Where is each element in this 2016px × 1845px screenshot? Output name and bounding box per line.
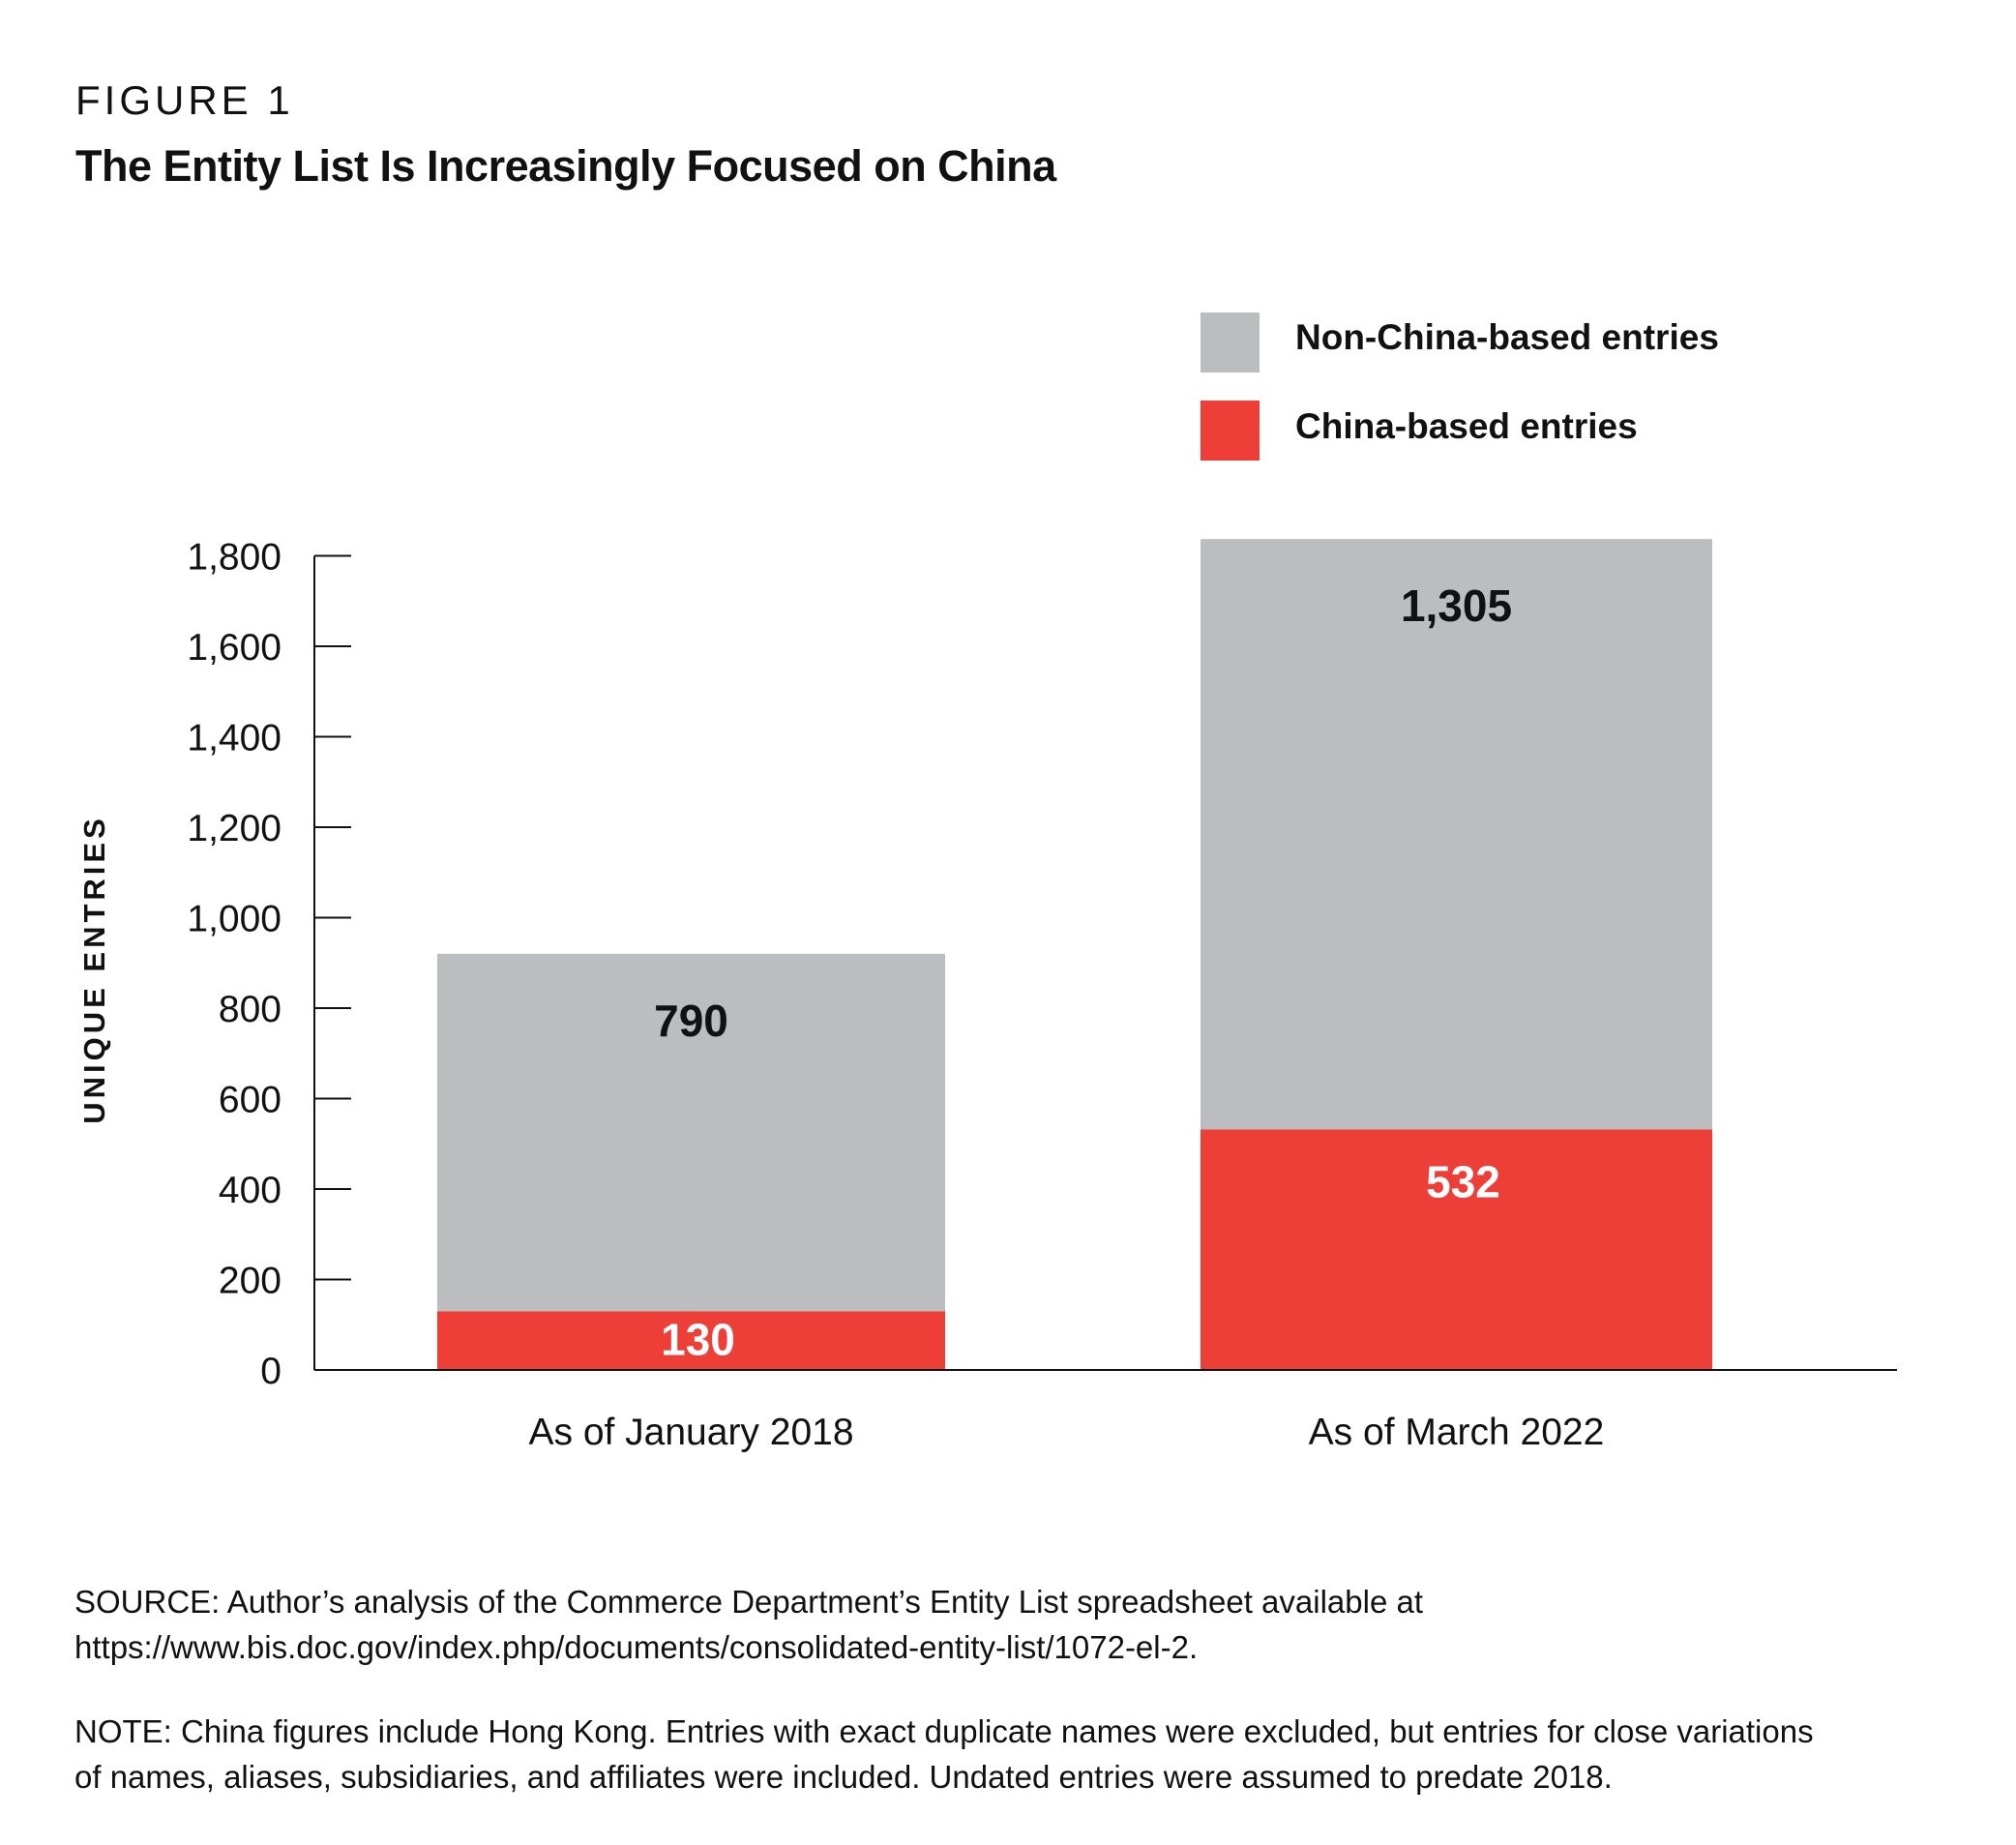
y-tick-label: 600 xyxy=(219,1080,282,1121)
y-tick-label: 800 xyxy=(219,989,282,1030)
y-tick-label: 200 xyxy=(219,1261,282,1302)
note-line-1: NOTE: China figures include Hong Kong. E… xyxy=(74,1713,1814,1749)
y-tick-label: 1,600 xyxy=(187,627,282,669)
bar-china xyxy=(437,1311,945,1370)
legend-swatch-non-china xyxy=(1201,312,1260,372)
legend-label-china: China-based entries xyxy=(1295,406,1638,446)
data-label: 790 xyxy=(654,996,728,1046)
figure-label: FIGURE 1 xyxy=(75,77,294,123)
source-line-2: https://www.bis.doc.gov/index.php/docume… xyxy=(74,1629,1199,1665)
y-tick-label: 1,400 xyxy=(187,718,282,759)
x-tick-label: As of March 2022 xyxy=(1309,1412,1605,1453)
note-line-2: of names, aliases, subsidiaries, and aff… xyxy=(74,1759,1613,1795)
y-tick-label: 1,200 xyxy=(187,808,282,849)
chart-title: The Entity List Is Increasingly Focused … xyxy=(75,141,1056,191)
data-label: 532 xyxy=(1426,1156,1500,1206)
legend-label-non-china: Non-China-based entries xyxy=(1295,317,1719,357)
y-axis-label: UNIQUE ENTRIES xyxy=(77,815,111,1124)
data-label: 1,305 xyxy=(1401,580,1512,631)
y-tick-label: 0 xyxy=(260,1351,282,1392)
bar-non-china xyxy=(437,953,945,1312)
bar-china xyxy=(1201,1129,1712,1370)
x-tick-label: As of January 2018 xyxy=(528,1412,853,1453)
y-tick-label: 1,800 xyxy=(187,537,282,579)
bar-non-china xyxy=(1201,539,1712,1130)
legend-swatch-china xyxy=(1201,401,1260,461)
y-tick-label: 1,000 xyxy=(187,899,282,940)
source-line-1: SOURCE: Author’s analysis of the Commerc… xyxy=(74,1584,1423,1620)
y-tick-label: 400 xyxy=(219,1170,282,1211)
data-label: 130 xyxy=(661,1315,735,1365)
